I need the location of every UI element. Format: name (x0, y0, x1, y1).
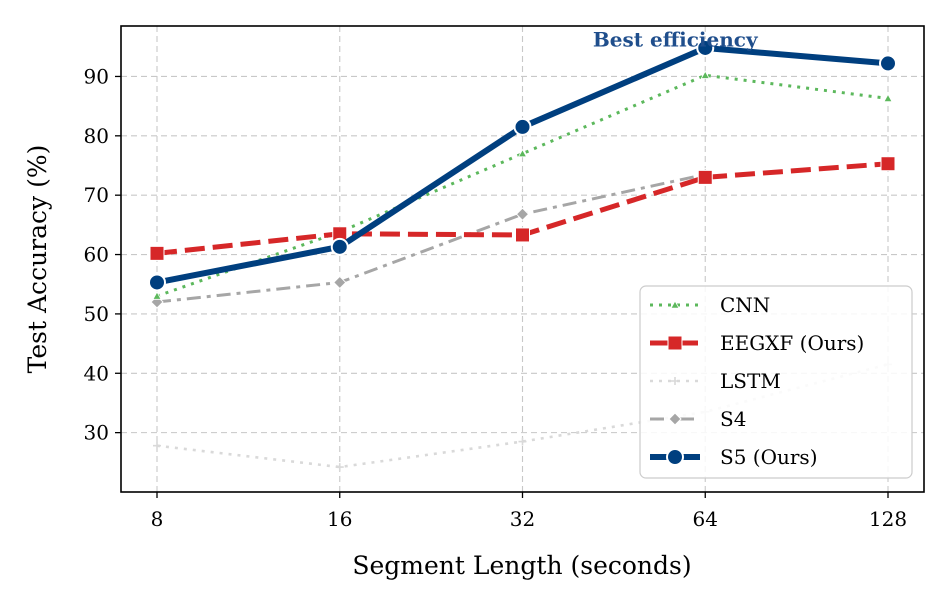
data-point-cnn (883, 93, 893, 103)
data-point-eegxf-ours (515, 227, 530, 243)
data-point-s4 (515, 207, 530, 221)
y-axis-label: Test Accuracy (%) (23, 145, 52, 374)
x-axis: 8 16 32 64 128 (151, 492, 907, 531)
data-point-lstm (518, 437, 527, 446)
y-tick-label: 70 (84, 183, 109, 207)
x-tick-label: 32 (510, 507, 535, 531)
data-point-s5-ours (513, 117, 532, 136)
y-tick-label: 30 (84, 421, 109, 445)
annotations: Best efficiency (593, 28, 759, 52)
x-tick-label: 8 (151, 507, 164, 531)
legend-label: LSTM (720, 369, 781, 393)
x-tick-label: 128 (869, 507, 907, 531)
legend-item-s5-ours: S5 (Ours) (650, 445, 818, 469)
x-tick-label: 64 (693, 507, 718, 531)
legend-marker (667, 335, 683, 351)
legend-marker (670, 300, 680, 309)
legend-label: CNN (720, 293, 770, 317)
data-point-eegxf-ours (697, 169, 713, 185)
legend-label: S5 (Ours) (720, 445, 818, 469)
legend-item-cnn: CNN (650, 293, 770, 317)
data-point-s5-ours (879, 54, 897, 73)
y-tick-label: 80 (84, 124, 109, 148)
annotation-label: Best efficiency (593, 28, 759, 52)
data-point-cnn (152, 291, 162, 300)
data-point-s4 (333, 275, 347, 290)
legend-item-lstm: LSTM (650, 369, 781, 393)
data-point-s5-ours (330, 237, 349, 256)
y-tick-label: 60 (84, 243, 109, 267)
legend-marker (671, 377, 679, 385)
data-point-cnn (700, 70, 710, 79)
data-point-s5-ours (148, 273, 166, 292)
series-line-s4 (156, 172, 706, 304)
series-s5-ours (148, 38, 897, 292)
x-axis-label: Segment Length (seconds) (352, 551, 691, 580)
y-tick-label: 40 (84, 361, 109, 385)
legend-item-s4: S4 (650, 407, 746, 431)
y-axis: 30 40 50 60 70 80 90 (84, 64, 121, 445)
legend-box (639, 285, 913, 479)
legend-marker (668, 412, 682, 426)
series-eegxf-ours (149, 156, 896, 261)
x-tick-label: 16 (327, 507, 352, 531)
legend: CNN EEGXF (Ours) LSTM S4 S5 (Ours) (639, 285, 913, 479)
legend-item-eegxf-ours: EEGXF (Ours) (650, 331, 864, 355)
legend-label: EEGXF (Ours) (720, 331, 864, 355)
y-tick-label: 50 (84, 302, 109, 326)
legend-label: S4 (720, 407, 746, 431)
series-layer (148, 38, 897, 472)
data-point-cnn (517, 148, 528, 158)
data-point-eegxf-ours (880, 156, 896, 172)
data-point-eegxf-ours (149, 245, 165, 261)
data-point-lstm (335, 463, 344, 472)
y-tick-label: 90 (84, 64, 109, 88)
data-point-lstm (153, 441, 161, 450)
data-point-s5-ours (696, 38, 715, 57)
legend-marker (666, 448, 684, 466)
